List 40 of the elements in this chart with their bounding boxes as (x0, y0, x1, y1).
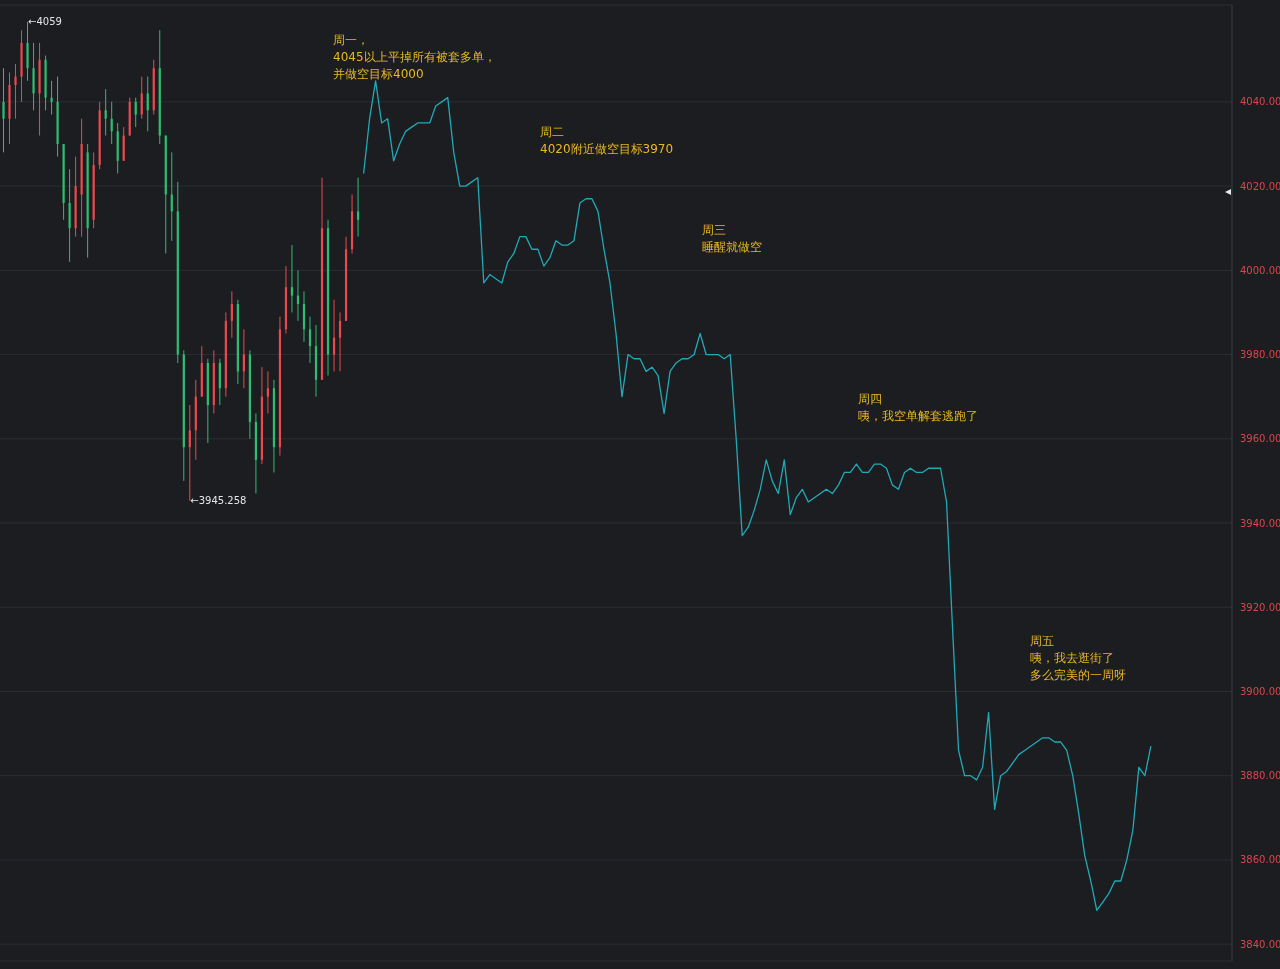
annotation: 周一， (333, 33, 369, 48)
y-tick-label: 3880.00 (1240, 770, 1280, 782)
y-tick-label: 3960.00 (1240, 433, 1280, 445)
y-tick-label: 3940.00 (1240, 517, 1280, 529)
candlestick (332, 299, 336, 372)
annotation: 并做空目标4000 (333, 67, 424, 82)
candlestick (188, 404, 191, 502)
annotation: 4020附近做空目标3970 (540, 142, 674, 157)
candlestick (50, 80, 53, 115)
candlestick (356, 177, 360, 238)
y-tick-label: 4040.00 (1240, 96, 1280, 108)
annotation: 周二 (540, 125, 564, 140)
annotation: 咦，我空单解套逃跑了 (858, 409, 978, 424)
annotation: 周五 (1030, 634, 1054, 649)
y-tick-label: 4000.00 (1240, 264, 1280, 276)
line-series (362, 80, 1152, 912)
annotation: 咦，我去逛街了 (1030, 651, 1114, 666)
y-tick-label: 3840.00 (1240, 938, 1280, 950)
y-tick-label: 3980.00 (1240, 349, 1280, 361)
y-tick-label: 3920.00 (1240, 601, 1280, 613)
candlestick (308, 316, 312, 364)
annotation: 周三 (702, 223, 726, 238)
annotation: 4045以上平掉所有被套多单， (333, 50, 496, 65)
candlestick (14, 63, 17, 120)
annotation: 多么完美的一周呀 (1030, 668, 1126, 683)
candlestick (290, 244, 294, 313)
annotation: 周四 (858, 392, 882, 407)
candlestick (230, 290, 233, 339)
candlestick (146, 76, 149, 132)
annotation: ←4059 (28, 16, 62, 28)
y-tick-label: 3900.00 (1240, 686, 1280, 698)
candlestick (140, 76, 143, 120)
candlestick (338, 311, 342, 372)
candlestick (266, 370, 270, 415)
y-tick-label: 4020.00 (1240, 180, 1280, 192)
candlestick (2, 67, 5, 153)
candlestick (104, 88, 107, 137)
y-tick-label: 3860.00 (1240, 854, 1280, 866)
annotation: ←3945.258 (190, 495, 247, 507)
annotation: 睡醒就做空 (702, 240, 762, 255)
